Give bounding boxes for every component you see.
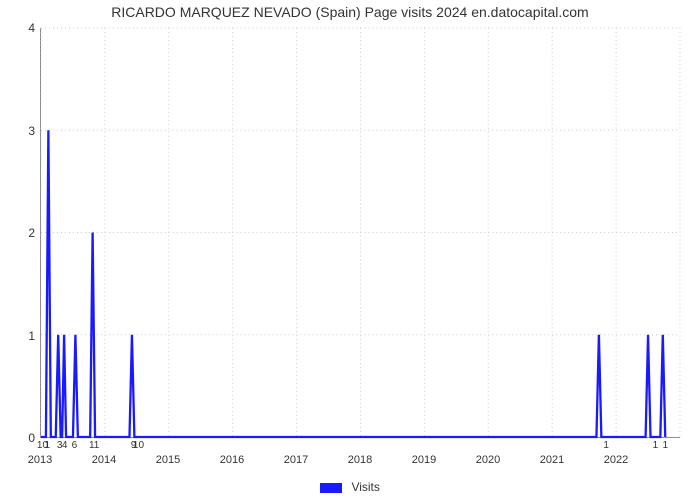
x-year-label: 2015 — [156, 454, 180, 466]
y-tick-label: 3 — [28, 124, 35, 138]
x-minor-label: 4 — [62, 440, 68, 451]
x-minor-label: 1 — [653, 440, 659, 451]
y-tick-label: 0 — [28, 431, 35, 445]
legend: Visits — [0, 480, 700, 494]
x-minor-label: 11 — [89, 440, 99, 451]
x-minor-label: 10 — [133, 440, 144, 451]
x-year-label: 2020 — [476, 454, 500, 466]
legend-swatch — [320, 483, 342, 493]
x-minor-label: 6 — [72, 440, 78, 451]
x-year-label: 2019 — [412, 454, 436, 466]
y-tick-label: 2 — [28, 226, 35, 240]
x-year-label: 2021 — [540, 454, 564, 466]
plot-area — [40, 28, 680, 438]
x-year-label: 2014 — [92, 454, 116, 466]
x-year-label: 2013 — [28, 454, 52, 466]
chart-title: RICARDO MARQUEZ NEVADO (Spain) Page visi… — [0, 4, 700, 20]
x-year-label: 2016 — [220, 454, 244, 466]
y-tick-label: 4 — [28, 21, 35, 35]
x-year-label: 2017 — [284, 454, 308, 466]
y-tick-label: 1 — [28, 329, 35, 343]
x-minor-label: 1 — [45, 440, 51, 451]
chart-container: RICARDO MARQUEZ NEVADO (Spain) Page visi… — [0, 0, 700, 500]
line-plot — [41, 28, 680, 437]
x-year-label: 2022 — [604, 454, 628, 466]
x-minor-label: 1 — [662, 440, 668, 451]
x-year-label: 2018 — [348, 454, 372, 466]
legend-label: Visits — [351, 480, 379, 494]
x-minor-label: 1 — [603, 440, 609, 451]
